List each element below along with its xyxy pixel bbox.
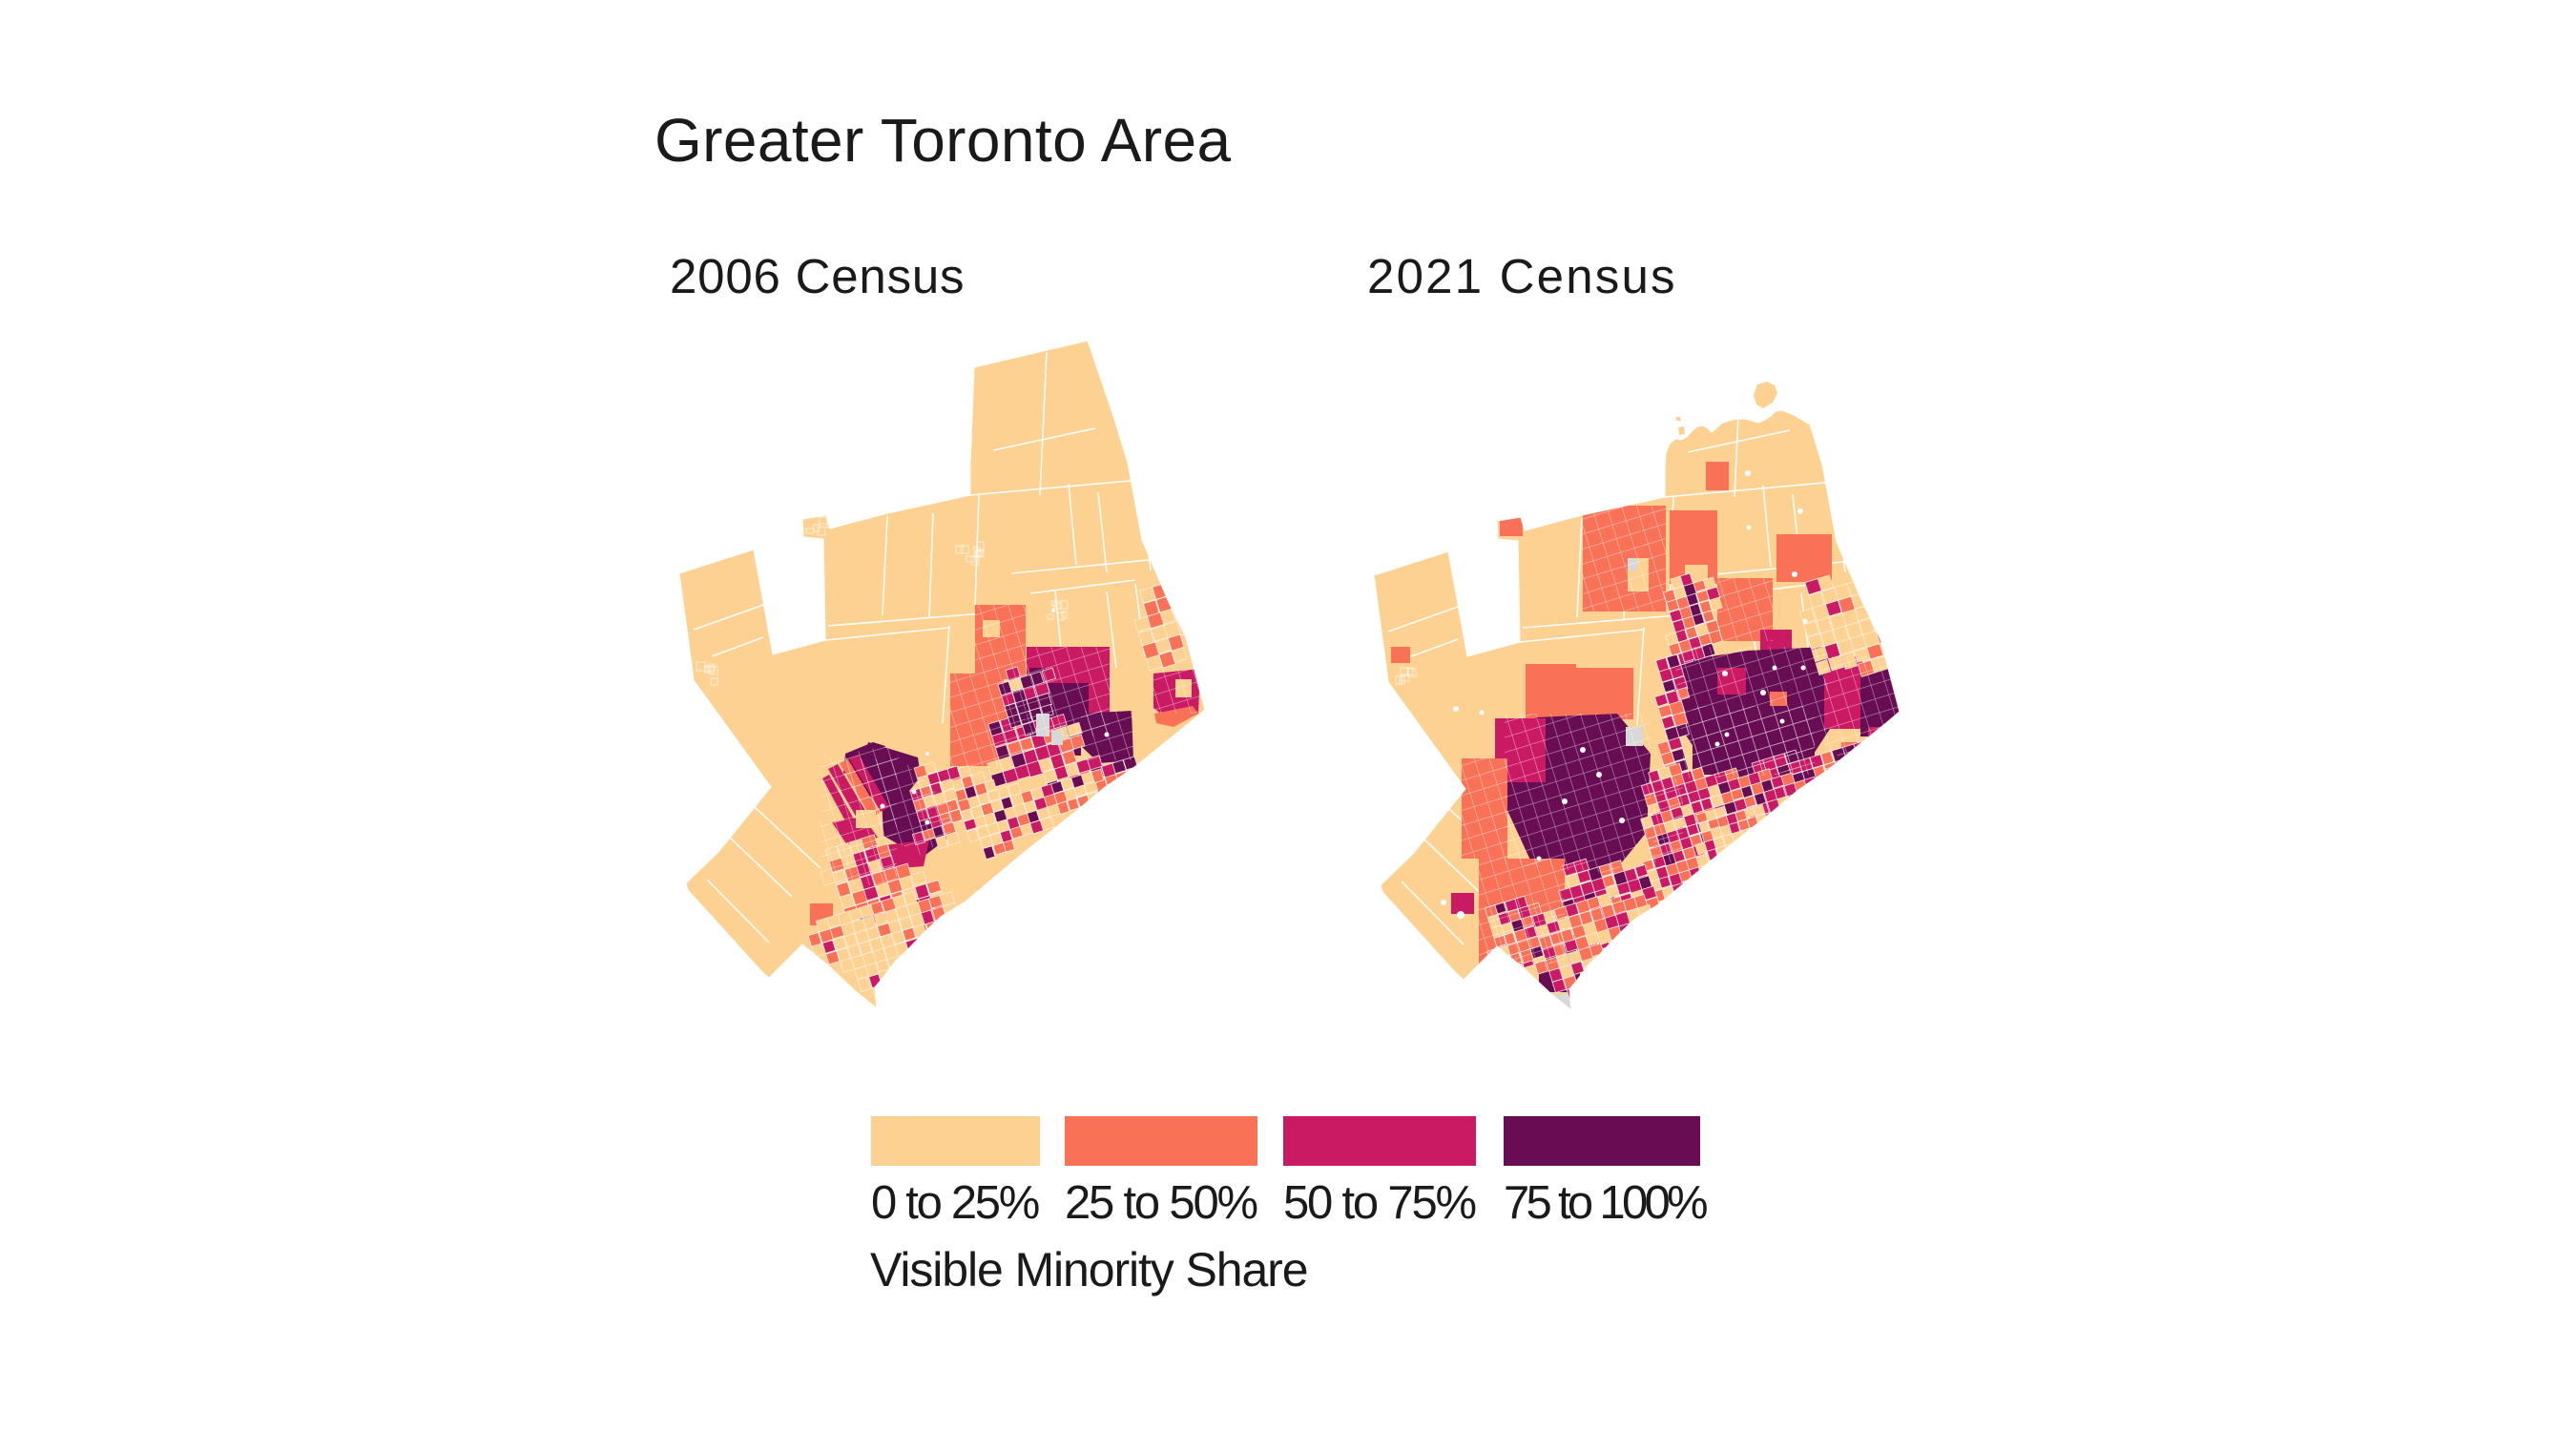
svg-text:25 to 50%: 25 to 50% — [1065, 1177, 1257, 1229]
svg-text:2006 Census: 2006 Census — [670, 249, 965, 303]
svg-text:75 to 100%: 75 to 100% — [1504, 1177, 1707, 1229]
svg-text:0 to 25%: 0 to 25% — [871, 1177, 1039, 1229]
svg-text:2021 Census: 2021 Census — [1367, 249, 1677, 303]
svg-text:Greater Toronto Area: Greater Toronto Area — [654, 106, 1232, 175]
svg-text:50 to 75%: 50 to 75% — [1283, 1177, 1475, 1229]
svg-text:Visible Minority Share: Visible Minority Share — [870, 1243, 1307, 1296]
